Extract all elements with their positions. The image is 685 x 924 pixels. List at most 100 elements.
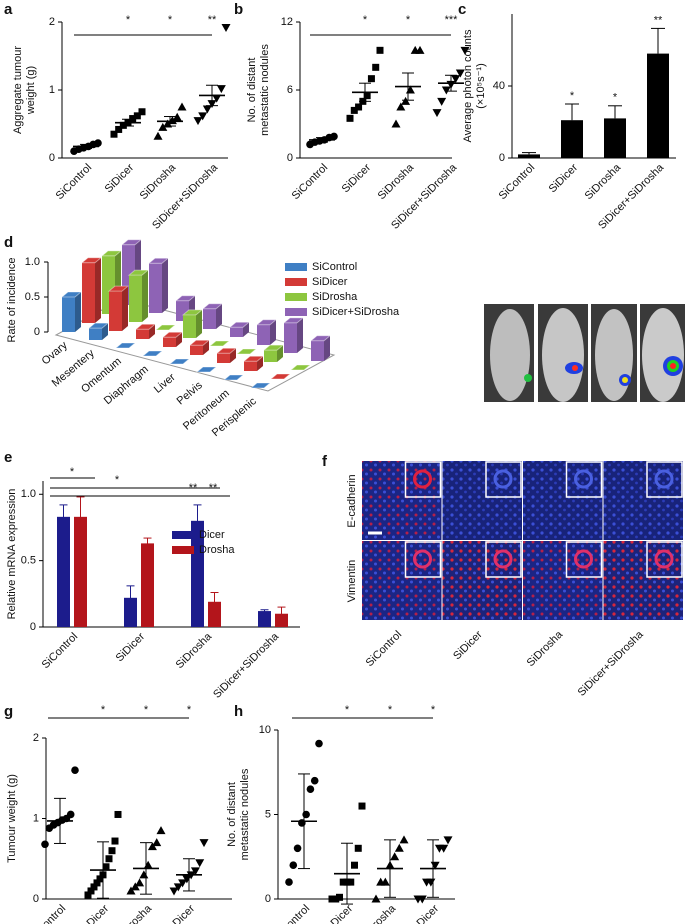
bar-top bbox=[181, 309, 204, 316]
significance: * bbox=[406, 14, 411, 26]
point bbox=[347, 878, 355, 886]
error-bar bbox=[164, 116, 176, 127]
mouse-images bbox=[484, 304, 685, 402]
point bbox=[139, 870, 149, 879]
point bbox=[306, 785, 315, 793]
y-axis-label: No. of distant bbox=[246, 58, 258, 123]
point bbox=[90, 883, 98, 891]
x-tick-label: SiDicer bbox=[340, 161, 374, 195]
point bbox=[172, 112, 182, 121]
inset bbox=[646, 461, 683, 498]
bar-top bbox=[60, 291, 83, 298]
significance: * bbox=[70, 466, 75, 478]
point bbox=[332, 895, 340, 903]
bar-top bbox=[147, 257, 170, 264]
error-bar bbox=[565, 103, 579, 121]
significance: * bbox=[115, 474, 120, 486]
point bbox=[289, 861, 298, 869]
bar-side-shade bbox=[257, 356, 263, 371]
point bbox=[221, 23, 231, 32]
legend-swatch bbox=[285, 308, 307, 316]
inset bbox=[646, 541, 683, 578]
point bbox=[190, 867, 200, 876]
panel-label: e bbox=[4, 449, 12, 466]
x-tick-label: Drosha bbox=[121, 902, 155, 924]
y-tick-label: 0 bbox=[33, 893, 39, 905]
bar-side-shade bbox=[203, 340, 209, 355]
point bbox=[346, 114, 354, 122]
bar bbox=[203, 308, 216, 329]
inset-cell bbox=[654, 469, 674, 489]
column-label: SiDicer bbox=[451, 628, 485, 662]
bar-side bbox=[243, 322, 249, 337]
y-tick-label: 1 bbox=[33, 812, 39, 824]
bar-side bbox=[102, 323, 108, 340]
point bbox=[71, 766, 79, 774]
legend-label: SiDicer+SiDrosha bbox=[312, 306, 400, 318]
bar-top bbox=[289, 364, 312, 371]
error-bar bbox=[210, 591, 219, 612]
point bbox=[41, 840, 49, 849]
point bbox=[152, 838, 162, 847]
x-tick-label: Drosha bbox=[365, 902, 399, 924]
bar-side-shade bbox=[102, 323, 108, 340]
bar bbox=[82, 262, 95, 323]
row-label: Vimentin bbox=[346, 560, 358, 603]
point bbox=[330, 132, 338, 141]
bar-side bbox=[257, 356, 263, 371]
y-axis-label: Aggregate tumour bbox=[12, 46, 24, 134]
row-label: E-cadherin bbox=[346, 474, 358, 527]
signal bbox=[524, 374, 532, 382]
bar bbox=[183, 314, 196, 338]
bar bbox=[311, 340, 324, 361]
error-bar bbox=[80, 143, 92, 149]
point bbox=[169, 887, 179, 896]
point bbox=[455, 69, 465, 78]
point bbox=[202, 105, 212, 114]
point bbox=[328, 895, 336, 903]
point bbox=[302, 810, 310, 819]
bar-side-shade bbox=[277, 345, 283, 362]
bar-top bbox=[215, 347, 238, 354]
panel-label: a bbox=[4, 1, 13, 18]
y-tick-label: 0 bbox=[265, 893, 271, 905]
bar-side-shade bbox=[176, 332, 182, 347]
error-bar bbox=[206, 84, 218, 107]
bar bbox=[129, 275, 142, 322]
bar-side-shade bbox=[243, 322, 249, 337]
point bbox=[216, 85, 226, 94]
bar bbox=[258, 611, 271, 627]
error-bar bbox=[359, 82, 371, 102]
inset-cell bbox=[493, 549, 513, 569]
bar-side bbox=[149, 324, 155, 339]
column-label: SiDrosha bbox=[525, 628, 566, 669]
bar-top bbox=[87, 322, 110, 329]
legend-swatch bbox=[285, 278, 307, 286]
x-tick-label: SiControl bbox=[40, 631, 80, 671]
error-bar bbox=[122, 118, 134, 127]
legend-label: SiDicer bbox=[312, 276, 348, 288]
inset-cell bbox=[493, 469, 513, 489]
legend-label: SiControl bbox=[312, 261, 357, 273]
point bbox=[94, 139, 102, 147]
bar-top bbox=[249, 382, 272, 389]
bar bbox=[230, 327, 243, 337]
signal bbox=[572, 365, 578, 371]
bar bbox=[257, 324, 270, 345]
bar-side-shade bbox=[230, 348, 236, 363]
y-tick-label: 1 bbox=[49, 84, 55, 96]
point bbox=[298, 819, 306, 827]
bar-top bbox=[228, 321, 251, 328]
y-axis-label: No. of distant bbox=[226, 782, 238, 847]
point bbox=[376, 46, 384, 54]
bar-top bbox=[309, 335, 332, 342]
error-bar bbox=[260, 609, 269, 613]
bar bbox=[518, 154, 540, 158]
bar-side-shade bbox=[149, 324, 155, 339]
bar-side bbox=[270, 319, 276, 345]
panel-label: h bbox=[234, 703, 243, 720]
mouse-body bbox=[542, 308, 584, 402]
x-tick-label: Dicer bbox=[85, 902, 112, 924]
y-tick-label: 6 bbox=[287, 84, 293, 96]
